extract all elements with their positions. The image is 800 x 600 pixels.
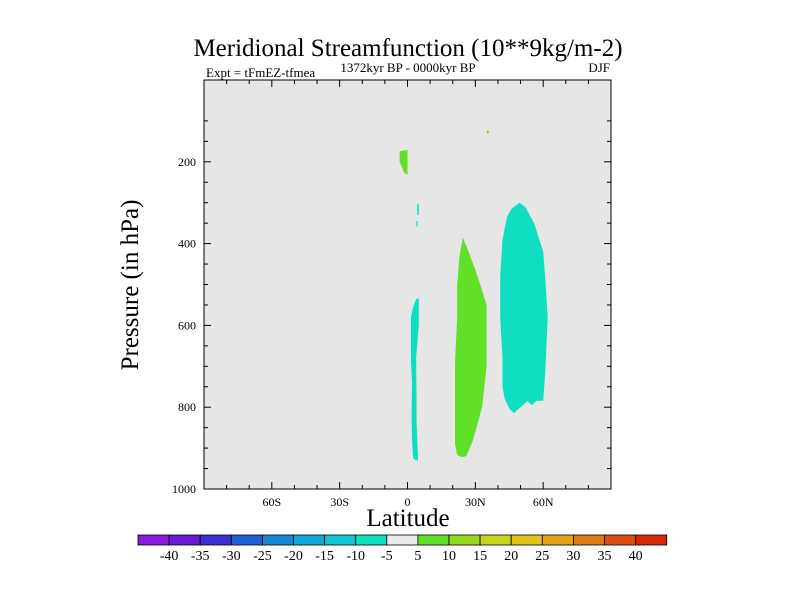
chart-title: Meridional Streamfunction (10**9kg/m-2) [193,35,622,62]
x-tick-label: 0 [405,495,411,509]
colorbar-label: 35 [598,549,612,564]
colorbar-label: -40 [160,549,179,564]
colorbar-box [293,534,326,546]
time-range-label: 1372kyr BP - 0000kyr BP [340,60,475,75]
colorbar-label: 20 [504,549,518,564]
y-tick-label: 800 [178,400,196,414]
experiment-label: Expt = tFmEZ-tfmea [206,65,315,80]
colorbar-label: 10 [442,549,456,564]
colorbar-box [386,534,419,546]
colorbar-label: 30 [566,549,580,564]
contour-region-2 [486,129,489,134]
season-label: DJF [588,60,610,75]
colorbar-box [261,534,294,546]
colorbar-box [604,534,637,546]
colorbar-label: -15 [315,549,334,564]
colorbar-box [573,534,605,546]
colorbar-box [510,534,543,546]
y-tick-label: 1000 [172,482,196,496]
colorbar-box [324,534,357,546]
colorbar-label: -25 [253,549,272,564]
contour-region-6 [410,298,419,461]
colorbar-box [355,534,388,546]
colorbar-label: 25 [535,549,549,564]
contour-region-1 [399,149,408,175]
y-tick-label: 600 [178,318,196,332]
colorbar-label: 15 [473,549,487,564]
colorbar-box [230,534,263,546]
x-axis-label: Latitude [366,505,449,532]
x-tick-label: 60S [262,495,281,509]
colorbar-label: -5 [381,549,393,564]
colorbar-label: -35 [191,549,210,564]
colorbar-box [479,534,512,546]
y-tick-label: 200 [178,155,196,169]
colorbar: -40 -35 -30 -25 -20 -15 -10 -5 5 10 15 20 25 30 35 40 [137,534,668,564]
x-tick-label: 30S [330,495,349,509]
contour-region-3 [455,237,487,458]
axes: 60S 30S 0 30N 60N 200 400 600 800 1000 [172,79,612,509]
contour-region-5 [416,221,418,227]
colorbar-label: -30 [222,549,241,564]
background-bin-fill [204,80,611,489]
colorbar-box [417,534,450,546]
colorbar-box [199,534,232,546]
contour-region-7 [500,202,548,414]
colorbar-box [448,534,481,546]
x-tick-label: 60N [533,495,554,509]
colorbar-label: 5 [414,549,421,564]
x-tick-label: 30N [465,495,486,509]
colorbar-box [137,534,170,546]
colorbar-label: -20 [284,549,303,564]
colorbar-box [541,534,574,546]
colorbar-label: 40 [629,549,643,564]
y-axis-label: Pressure (in hPa) [117,200,144,371]
contour-region-4 [417,203,419,215]
colorbar-box [168,534,201,546]
y-tick-label: 400 [178,237,196,251]
colorbar-box [635,534,668,546]
plot-area [204,80,611,489]
colorbar-label: -10 [346,549,365,564]
